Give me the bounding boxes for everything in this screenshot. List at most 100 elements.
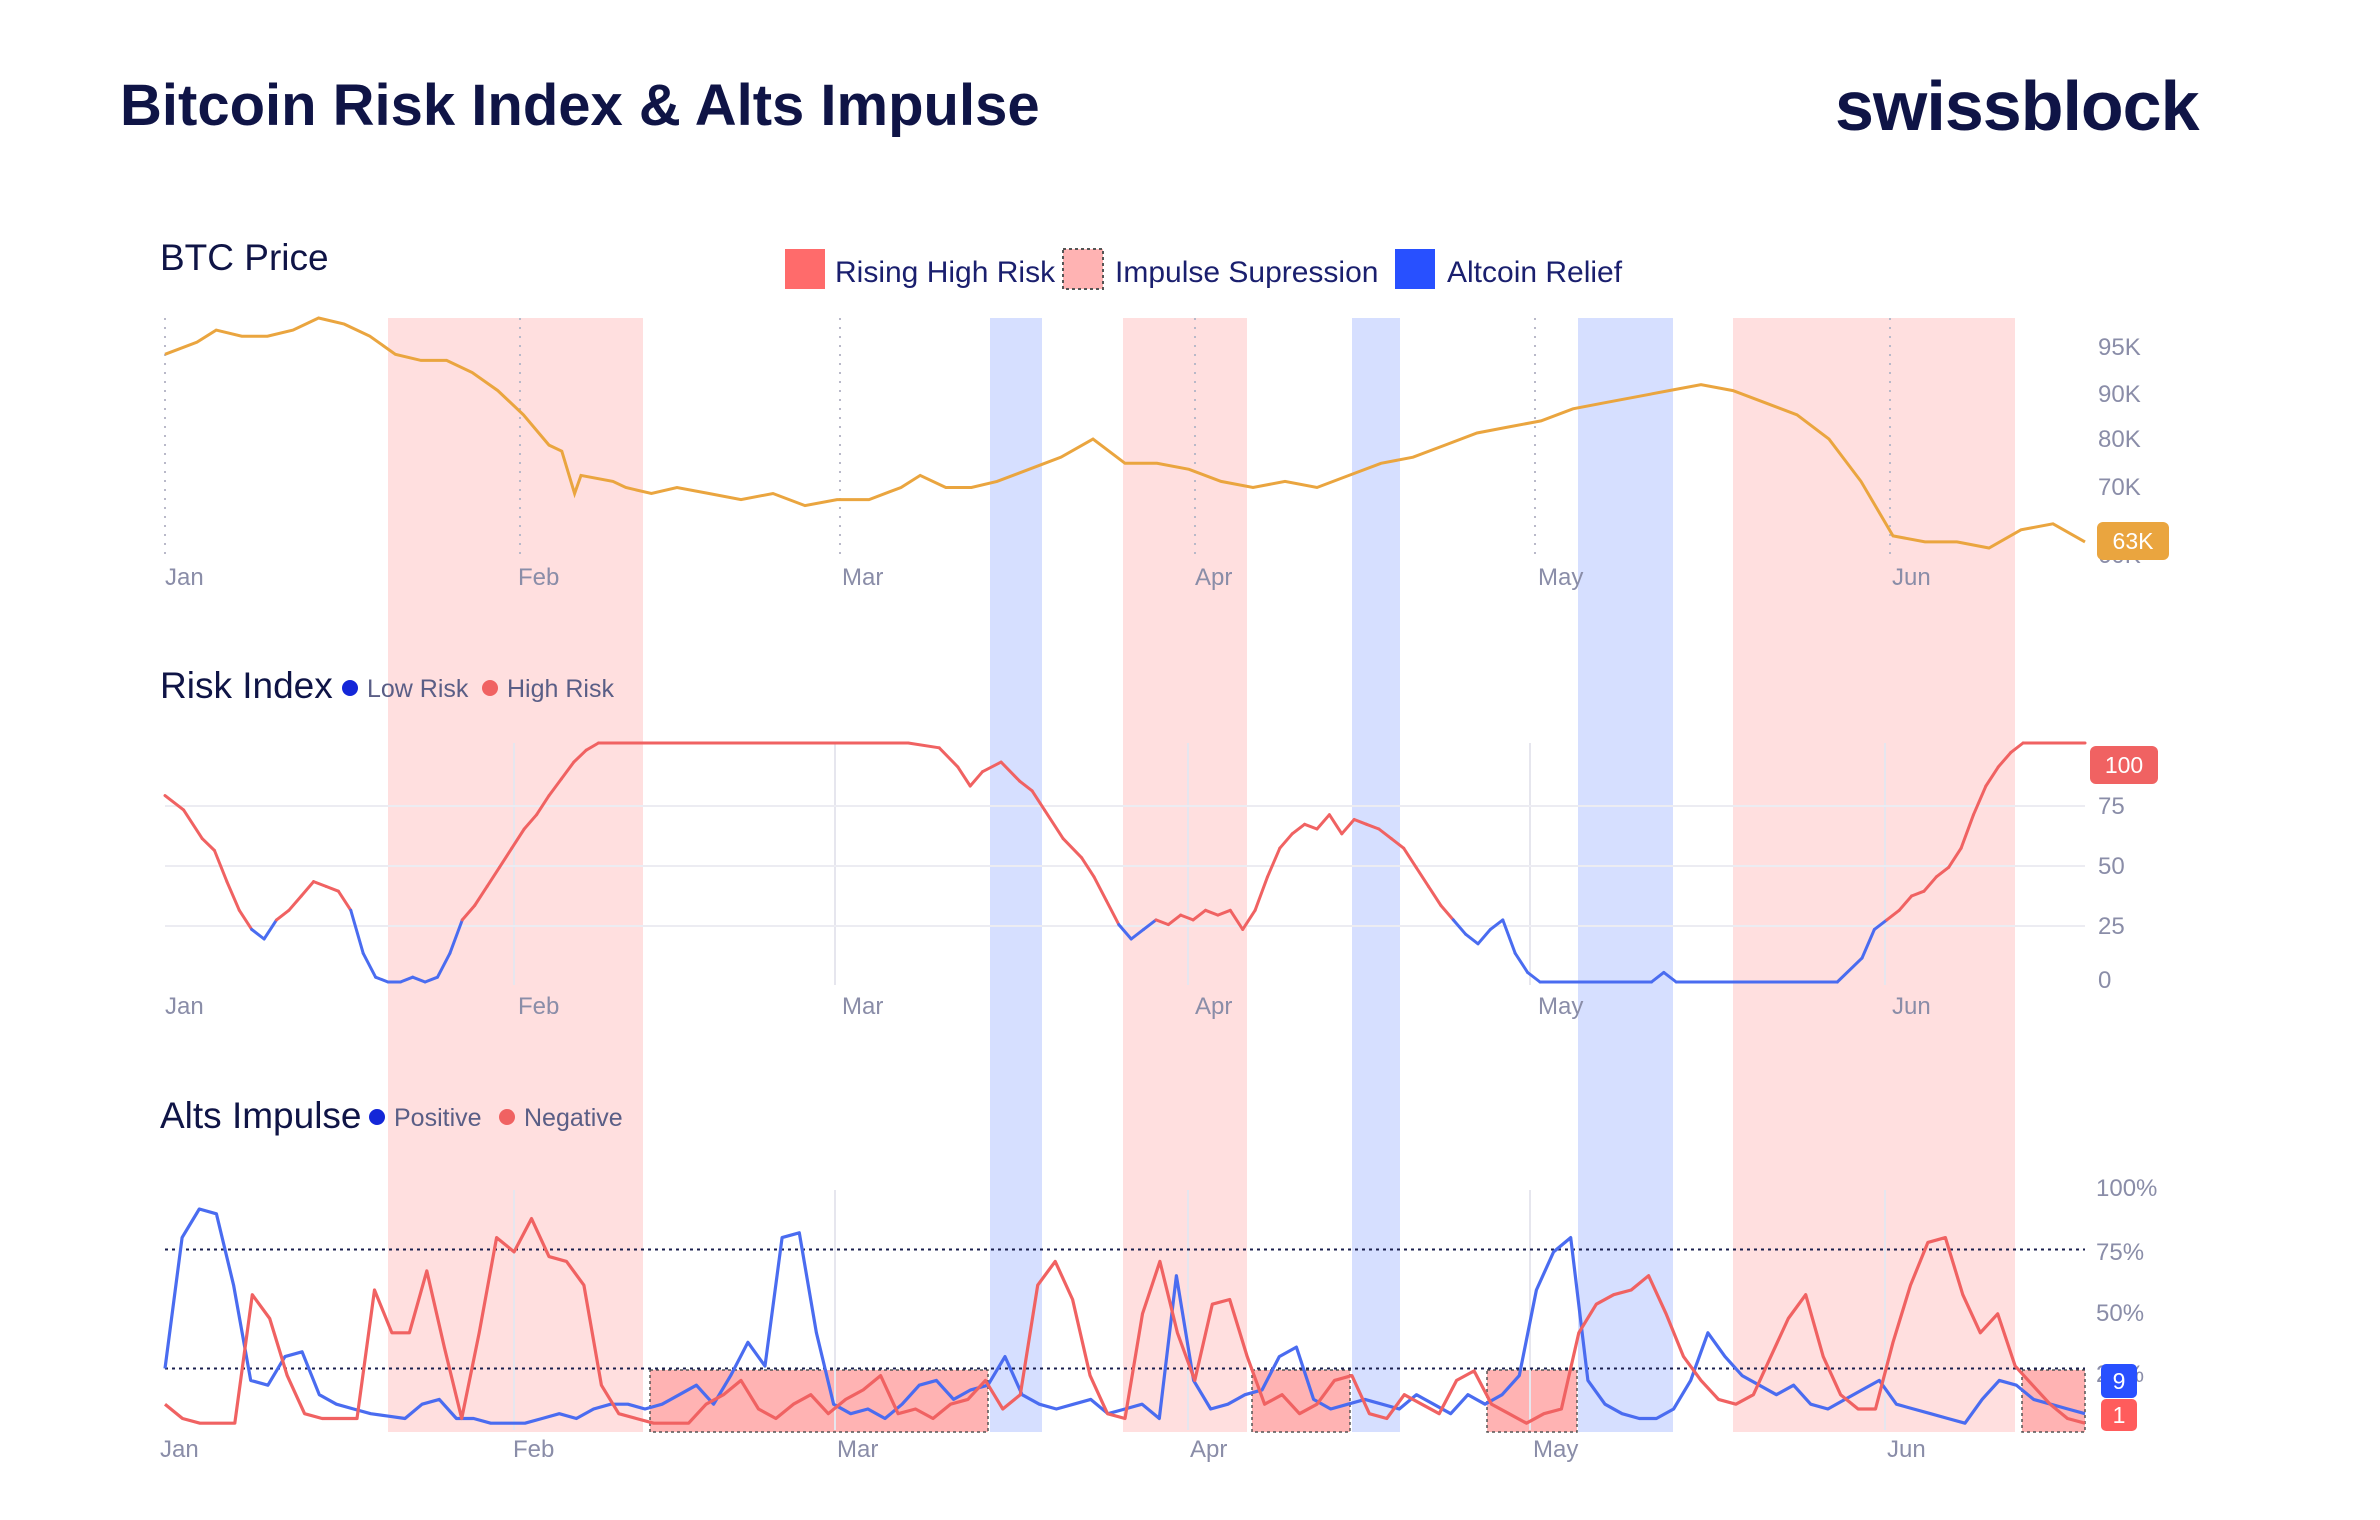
positive-current-value: 9 [2113, 1368, 2126, 1394]
risk-segment [1984, 765, 2000, 788]
x-tick-1-1: Feb [518, 993, 559, 1020]
risk-segment [1959, 813, 1975, 850]
risk-segment [937, 746, 960, 769]
legend-swatch-1 [1062, 248, 1104, 290]
x-tick-2-0: Jan [160, 1436, 199, 1463]
x-tick-0-2: Mar [842, 564, 883, 591]
high-risk-dot [482, 680, 498, 696]
risk-segment [1340, 818, 1356, 836]
x-tick-2-4: May [1533, 1436, 1578, 1463]
x-tick-0-4: May [1538, 564, 1583, 591]
risk-segment [1278, 832, 1294, 850]
alts-y-tick-0: 100% [2096, 1175, 2157, 1202]
series-lines [163, 316, 2087, 1425]
risk-y-tick-4: 0 [2098, 967, 2111, 994]
negative-dot [499, 1109, 515, 1125]
risk-segment [1315, 813, 1331, 831]
risk-segment [163, 794, 186, 812]
risk-segment [1129, 927, 1146, 941]
risk-segment [299, 880, 316, 898]
risk-segment [1303, 822, 1319, 831]
risk-current-value: 100 [2105, 752, 2143, 778]
risk-segment [1154, 918, 1170, 927]
risk-segment [1241, 908, 1257, 931]
x-tick-0-0: Jan [165, 564, 204, 591]
risk-y-tick-1: 75 [2098, 793, 2125, 820]
risk-segment [1451, 918, 1468, 936]
risk-segment [485, 865, 501, 888]
risk-segment [2009, 741, 2025, 755]
risk-segment [398, 975, 415, 984]
btc-y-tick-2: 80K [2098, 426, 2141, 453]
risk-segment [374, 975, 390, 984]
x-tick-1-3: Apr [1195, 993, 1232, 1020]
page-title: Bitcoin Risk Index & Alts Impulse [120, 73, 1040, 138]
low-risk-label: Low Risk [367, 675, 469, 703]
risk-segment [1650, 970, 1666, 984]
alts-y-tick-2: 50% [2096, 1300, 2144, 1327]
risk-segment [336, 889, 353, 912]
legend: Rising High Risk Impulse Supression Altcoi… [342, 248, 1623, 1132]
btc-y-tick-0: 95K [2098, 334, 2141, 361]
risk-segment [1030, 789, 1046, 812]
risk-segment [1216, 908, 1232, 917]
risk-segment [448, 918, 464, 955]
risk-segment [999, 760, 1022, 783]
risk-current-badge [2090, 746, 2158, 784]
alts-impulse-title: Alts Impulse [160, 1095, 362, 1136]
risk-segment [1365, 822, 1381, 831]
x-tick-0-1: Feb [518, 564, 559, 591]
x-tick-1-0: Jan [165, 993, 204, 1020]
risk-segment [510, 827, 526, 850]
value-badges: 63K 100 9 1 [2090, 522, 2169, 1431]
gridlines [164, 318, 2085, 1430]
risk-segment [1934, 865, 1951, 879]
x-tick-0-3: Apr [1195, 564, 1232, 591]
risk-segment [1018, 779, 1034, 793]
negative-current-value: 1 [2113, 1402, 2126, 1428]
risk-segment [1513, 951, 1530, 974]
risk-segment [1526, 970, 1542, 984]
risk-y-tick-2: 50 [2098, 853, 2125, 880]
risk-segment [1897, 894, 1914, 912]
negative-current-badge [2101, 1399, 2137, 1431]
legend-label-2: Altcoin Relief [1447, 256, 1623, 289]
x-tick-1-2: Mar [842, 993, 883, 1020]
risk-segment [423, 975, 439, 984]
risk-segment [411, 975, 427, 984]
impulse-suppression-box-3 [2021, 1369, 2086, 1433]
risk-segment [1872, 918, 1889, 931]
risk-segment [1204, 908, 1220, 917]
legend-swatch-2 [1395, 249, 1435, 289]
risk-segment [584, 741, 600, 752]
risk-segment [436, 951, 452, 979]
risk-segment [1972, 784, 1988, 817]
text-labels: BTC Price Risk Index Alts Impulse Jan Feb… [160, 237, 2157, 1463]
x-tick-2-3: Apr [1190, 1436, 1227, 1463]
rising-high-risk-band-0 [388, 318, 643, 1432]
risk-segment [956, 765, 972, 788]
risk-segment [1080, 856, 1096, 879]
risk-segment [1662, 970, 1678, 984]
btc-price-line [164, 316, 2086, 550]
legend-swatch-0 [785, 249, 825, 289]
risk-segment [1092, 875, 1108, 903]
risk-segment [312, 880, 328, 888]
x-tick-2-1: Feb [513, 1436, 554, 1463]
risk-segment [559, 760, 576, 781]
alts-negative-line [163, 1217, 2086, 1425]
risk-segment [1104, 899, 1121, 927]
btc-y-tick-3: 70K [2098, 474, 2141, 501]
risk-segment [1043, 808, 1065, 841]
rising-high-risk-band-1 [1123, 318, 1247, 1432]
high-risk-label: High Risk [507, 675, 614, 703]
risk-segment [1427, 884, 1443, 907]
risk-segment [200, 837, 216, 852]
risk-segment [287, 894, 303, 912]
risk-segment [349, 908, 365, 955]
risk-segment [262, 918, 278, 941]
btc-current-badge [2097, 522, 2169, 560]
risk-segment [1166, 913, 1183, 927]
risk-segment [1377, 827, 1393, 841]
risk-segment [460, 904, 477, 922]
